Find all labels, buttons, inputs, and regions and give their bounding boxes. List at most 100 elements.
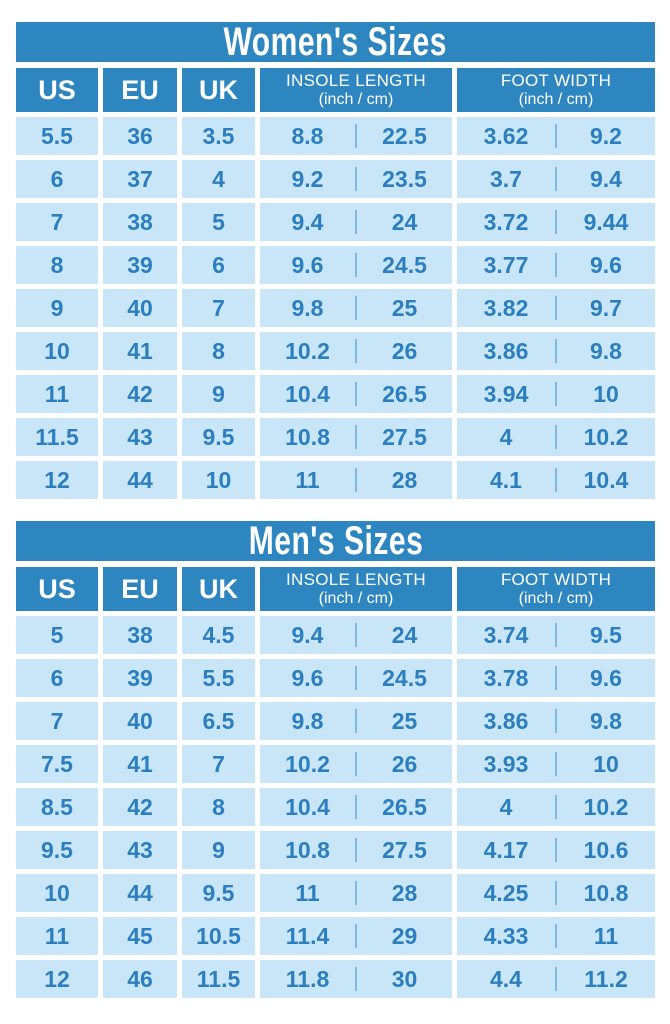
- footwidth-cm-value: 9.6: [590, 251, 622, 278]
- insole-inch-value: 10.4: [285, 380, 330, 407]
- table-row: 11.5 43 9.5 10.8 27.5 4 10.2: [16, 418, 655, 456]
- value-divider: [555, 623, 557, 647]
- cell-eu: 42: [103, 788, 177, 826]
- cell-eu: 40: [103, 702, 177, 740]
- cell-us: 8.5: [16, 788, 98, 826]
- cell-uk: 10: [182, 461, 255, 499]
- value-divider: [355, 795, 357, 819]
- value-divider: [555, 253, 557, 277]
- value-divider: [355, 924, 357, 948]
- insole-inch-value: 9.4: [291, 208, 324, 235]
- table-row: 7 40 6.5 9.8 25 3.86 9.8: [16, 702, 655, 740]
- cell-us: 10: [16, 874, 98, 912]
- cell-foot-width: 3.62 9.2: [457, 117, 655, 155]
- cell-foot-width: 4.33 11: [457, 917, 655, 955]
- insole-inch-value: 9.4: [291, 621, 324, 648]
- cell-uk: 9: [182, 831, 255, 869]
- footwidth-inch-value: 4.33: [483, 922, 529, 949]
- cell-us: 9: [16, 289, 98, 327]
- footwidth-inch-value: 4: [499, 793, 513, 820]
- footwidth-cm-value: 10: [593, 750, 619, 777]
- insole-cm-value: 25: [391, 294, 418, 321]
- value-divider: [555, 924, 557, 948]
- column-header-us: US: [16, 567, 98, 611]
- cell-foot-width: 3.86 9.8: [457, 332, 655, 370]
- footwidth-inch-value: 3.86: [483, 707, 529, 734]
- value-divider: [355, 425, 357, 449]
- cell-foot-width: 3.78 9.6: [457, 659, 655, 697]
- insole-cm-value: 26.5: [382, 380, 427, 407]
- cell-eu: 38: [103, 203, 177, 241]
- cell-insole-length: 11 28: [260, 874, 452, 912]
- insole-inch-value: 8.8: [291, 122, 324, 149]
- value-divider: [555, 795, 557, 819]
- insole-length-label: INSOLE LENGTH: [286, 71, 426, 91]
- insole-cm-value: 24.5: [382, 251, 427, 278]
- cell-eu: 39: [103, 659, 177, 697]
- footwidth-inch-value: 4.1: [490, 466, 522, 493]
- cell-foot-width: 4.25 10.8: [457, 874, 655, 912]
- insole-inch-value: 10.8: [285, 423, 330, 450]
- value-divider: [555, 167, 557, 191]
- insole-inch-value: 9.8: [291, 707, 324, 734]
- womens-table-title: Women's Sizes: [223, 22, 448, 62]
- cell-insole-length: 11.8 30: [260, 960, 452, 998]
- footwidth-inch-value: 3.82: [483, 294, 529, 321]
- cell-eu: 37: [103, 160, 177, 198]
- womens-table-title-bar: Women's Sizes: [16, 22, 655, 62]
- insole-inch-value: 9.6: [291, 251, 324, 278]
- cell-uk: 8: [182, 332, 255, 370]
- mens-size-table: Men's Sizes US EU UK INSOLE LENGTH (inch…: [16, 521, 655, 998]
- cell-eu: 44: [103, 874, 177, 912]
- footwidth-cm-value: 11: [593, 922, 619, 949]
- table-row: 11 42 9 10.4 26.5 3.94 10: [16, 375, 655, 413]
- cell-us: 8: [16, 246, 98, 284]
- value-divider: [355, 382, 357, 406]
- foot-width-label: FOOT WIDTH: [500, 570, 612, 590]
- cell-insole-length: 9.2 23.5: [260, 160, 452, 198]
- cell-eu: 46: [103, 960, 177, 998]
- cell-uk: 3.5: [182, 117, 255, 155]
- table-row: 8 39 6 9.6 24.5 3.77 9.6: [16, 246, 655, 284]
- column-header-uk: UK: [182, 68, 255, 112]
- cell-us: 7.5: [16, 745, 98, 783]
- footwidth-inch-value: 4.17: [483, 836, 529, 863]
- footwidth-inch-value: 3.94: [483, 380, 529, 407]
- cell-eu: 38: [103, 616, 177, 654]
- footwidth-cm-value: 9.2: [590, 122, 622, 149]
- cell-insole-length: 9.6 24.5: [260, 659, 452, 697]
- value-divider: [355, 339, 357, 363]
- cell-insole-length: 10.2 26: [260, 745, 452, 783]
- column-header-eu: EU: [103, 567, 177, 611]
- cell-us: 7: [16, 702, 98, 740]
- cell-foot-width: 3.86 9.8: [457, 702, 655, 740]
- cell-us: 11.5: [16, 418, 98, 456]
- cell-uk: 6: [182, 246, 255, 284]
- cell-eu: 36: [103, 117, 177, 155]
- insole-inch-value: 9.2: [291, 165, 324, 192]
- footwidth-cm-value: 9.5: [590, 621, 622, 648]
- cell-uk: 9.5: [182, 418, 255, 456]
- womens-size-table: Women's Sizes US EU UK INSOLE LENGTH (in…: [16, 22, 655, 499]
- insole-length-units: (inch / cm): [318, 589, 394, 607]
- cell-foot-width: 4.1 10.4: [457, 461, 655, 499]
- value-divider: [355, 838, 357, 862]
- insole-cm-value: 28: [391, 466, 418, 493]
- cell-eu: 41: [103, 332, 177, 370]
- womens-header-row: US EU UK INSOLE LENGTH (inch / cm) FOOT …: [16, 68, 655, 112]
- footwidth-inch-value: 4.25: [483, 879, 529, 906]
- cell-us: 11: [16, 917, 98, 955]
- cell-uk: 7: [182, 745, 255, 783]
- cell-foot-width: 4.17 10.6: [457, 831, 655, 869]
- insole-cm-value: 27.5: [382, 836, 427, 863]
- insole-inch-value: 11.8: [285, 965, 330, 992]
- insole-inch-value: 9.8: [291, 294, 324, 321]
- column-header-foot-width: FOOT WIDTH (inch / cm): [457, 68, 655, 112]
- value-divider: [555, 752, 557, 776]
- footwidth-cm-value: 10.8: [583, 879, 629, 906]
- cell-us: 5.5: [16, 117, 98, 155]
- value-divider: [555, 425, 557, 449]
- cell-uk: 4: [182, 160, 255, 198]
- cell-eu: 45: [103, 917, 177, 955]
- cell-uk: 7: [182, 289, 255, 327]
